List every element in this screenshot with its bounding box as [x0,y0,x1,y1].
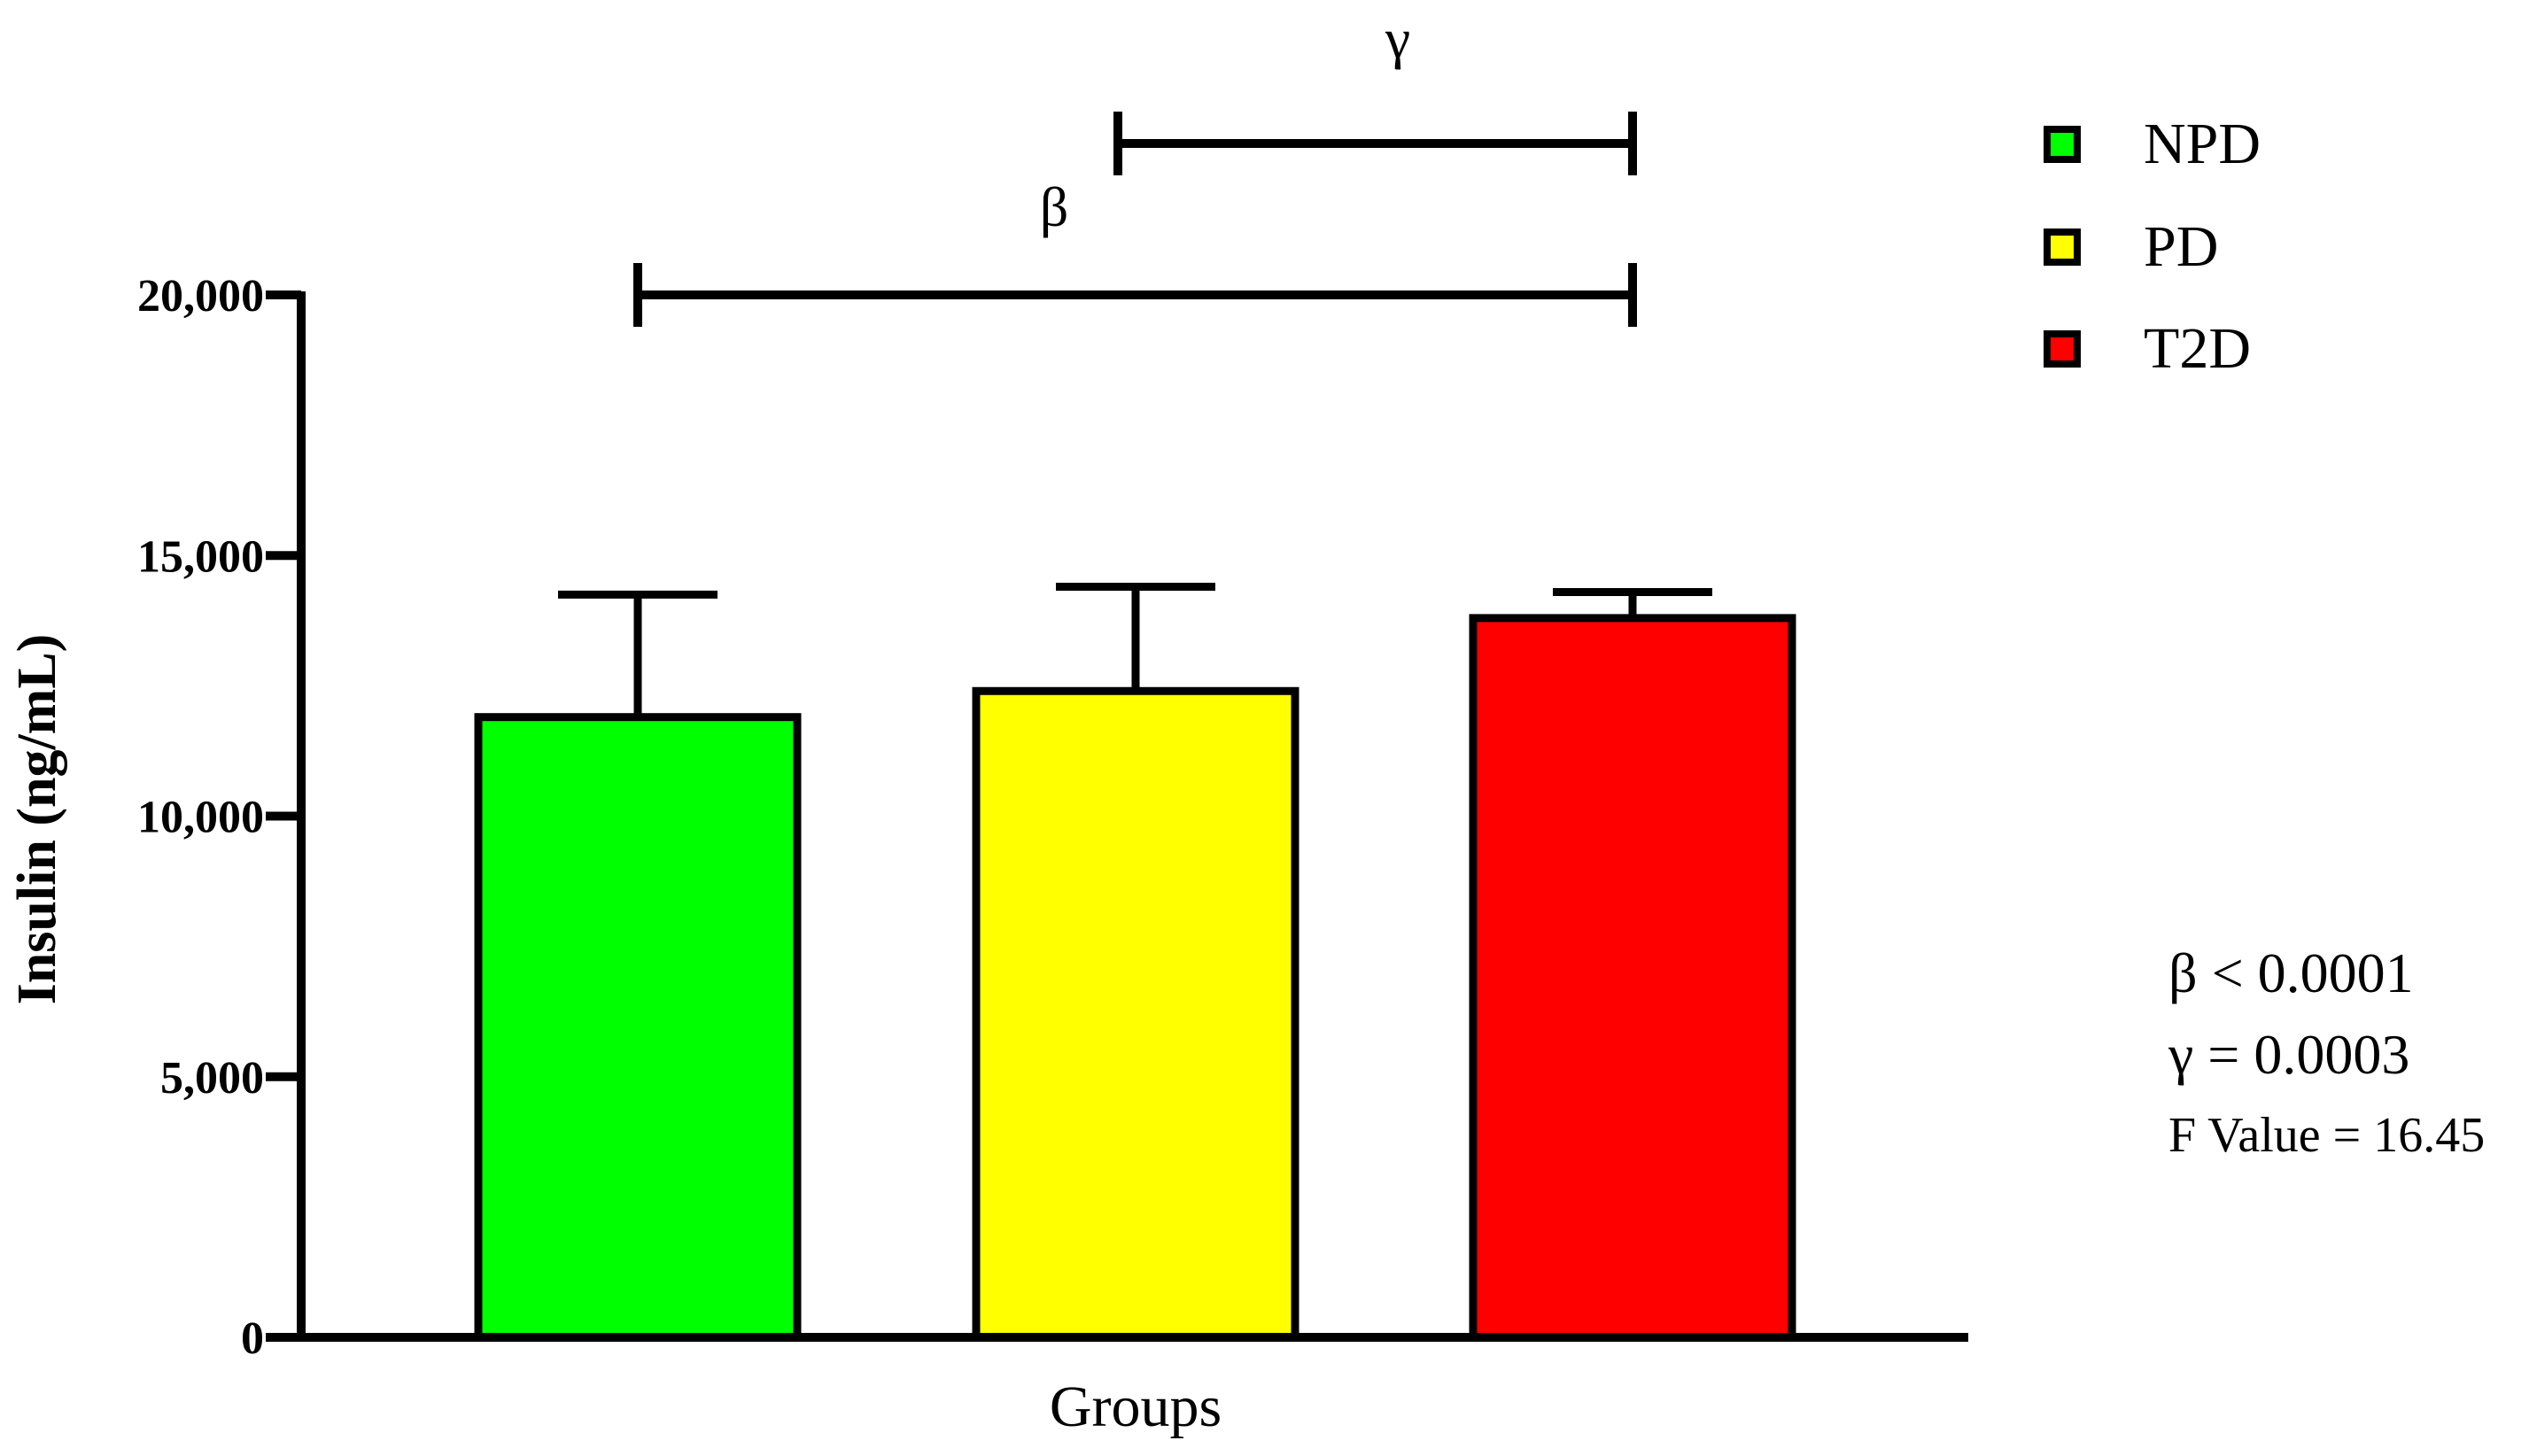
y-tick-label: 15,000 [137,531,264,582]
significance-symbol: γ [1385,7,1410,70]
y-tick-label: 0 [241,1313,264,1364]
stats-line-f-value: F Value = 16.45 [2168,1108,2485,1163]
bar-t2d [1469,614,1796,1342]
legend-swatch-npd [2044,126,2081,163]
legend-swatch-t2d [2044,330,2081,368]
axes-layer: 0 5,000 10,000 15,000 20,000 [137,271,1968,1364]
y-tick-label: 20,000 [137,271,264,321]
legend-label-pd: PD [2144,214,2218,279]
legend-label-t2d: T2D [2144,316,2251,381]
bar-npd [474,713,802,1342]
y-tick-label: 5,000 [160,1053,264,1104]
y-tick-label: 10,000 [137,793,264,843]
legend-label-npd: NPD [2144,112,2261,176]
y-axis-label: Insulin (ng/mL) [7,634,67,1005]
significance-symbol: β [1040,175,1069,238]
stats-annotation: β < 0.0001 γ = 0.0003 F Value = 16.45 [2168,941,2485,1163]
x-axis-label: Groups [1050,1375,1222,1439]
stats-line-gamma: γ = 0.0003 [2168,1023,2409,1086]
legend: NPD PD T2D [2044,112,2261,381]
legend-swatch-pd [2044,228,2081,266]
bar-pd [972,686,1299,1342]
bars-layer [474,583,1796,1342]
stats-line-beta: β < 0.0001 [2168,941,2414,1004]
significance-layer: γβ [633,7,1637,327]
